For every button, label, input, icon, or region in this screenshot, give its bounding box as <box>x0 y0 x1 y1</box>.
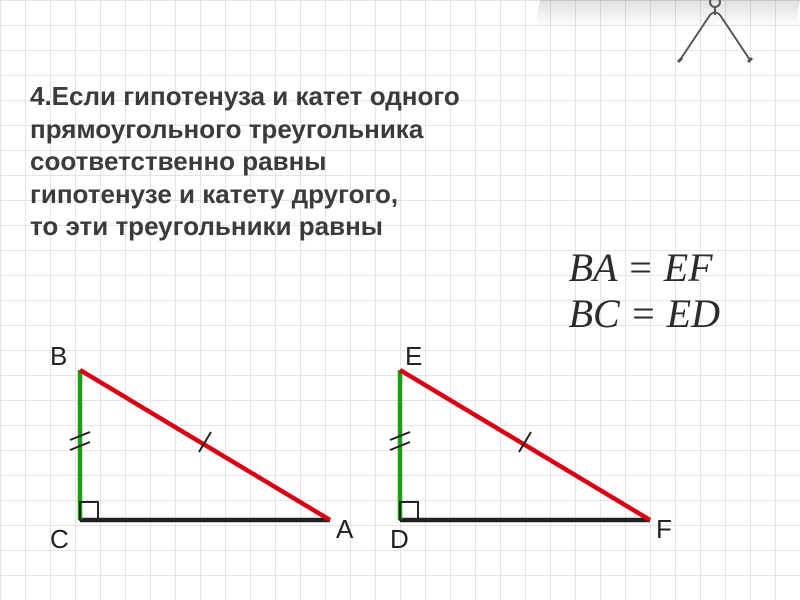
label-c: C <box>50 524 69 554</box>
edge-ba <box>80 370 330 520</box>
label-a: A <box>336 514 354 544</box>
label-d: D <box>390 524 409 554</box>
formula-line-1: BA = EF <box>569 245 720 291</box>
triangle-def: E D F <box>390 341 672 554</box>
formulas-block: BA = EF BC = ED <box>569 245 720 337</box>
label-b: B <box>50 341 67 371</box>
edge-ef <box>400 370 650 520</box>
theorem-text: 4.Если гипотенуза и катет одного прямоуг… <box>30 81 460 241</box>
triangles-diagram: B C A E D F <box>40 340 700 570</box>
paper-fold-shadow <box>531 0 800 50</box>
right-angle-d <box>400 502 418 520</box>
label-f: F <box>656 514 672 544</box>
formula-line-2: BC = ED <box>569 291 720 337</box>
triangle-abc: B C A <box>50 341 354 554</box>
theorem-heading: 4.Если гипотенуза и катет одного прямоуг… <box>30 60 750 243</box>
slide-container: 4.Если гипотенуза и катет одного прямоуг… <box>0 0 800 600</box>
label-e: E <box>405 341 422 371</box>
right-angle-c <box>80 502 98 520</box>
